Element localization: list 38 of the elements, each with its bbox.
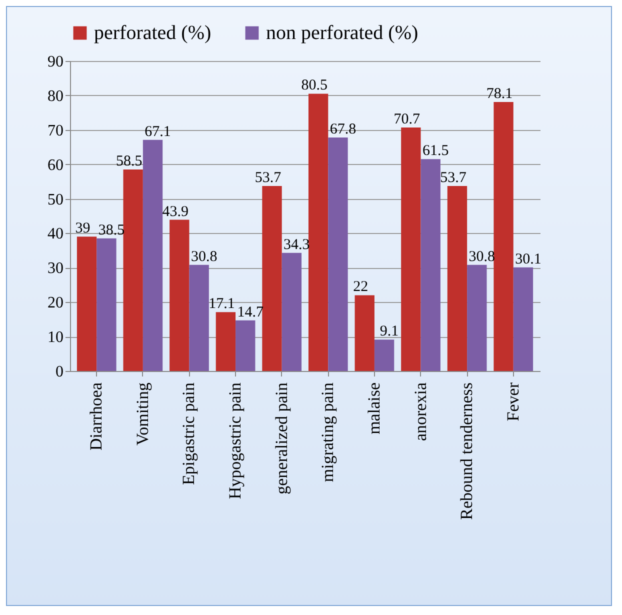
data-label: 53.7 — [254, 170, 282, 186]
data-label: 80.5 — [301, 78, 328, 94]
data-label: 53.7 — [440, 170, 467, 186]
y-tick-label: 80 — [48, 88, 64, 105]
legend-label: perforated (%) — [94, 22, 212, 44]
y-tick-label: 40 — [48, 226, 64, 243]
y-tick-label: 20 — [48, 294, 64, 312]
x-tick-label: Epigastric pain — [179, 382, 198, 485]
data-label: 22 — [353, 279, 368, 296]
y-tick-label: 30 — [48, 260, 64, 278]
data-label: 67.1 — [144, 124, 171, 140]
x-tick-label: generalized pain — [272, 382, 291, 494]
x-tick-label: anorexia — [410, 382, 430, 442]
data-label: 43.9 — [162, 204, 189, 220]
data-label: 70.7 — [394, 111, 421, 128]
data-label: 78.1 — [486, 86, 513, 102]
x-tick-label: migrating pain — [318, 382, 338, 482]
legend-label: non perforated (%) — [266, 22, 418, 44]
data-label: 30.1 — [515, 251, 542, 268]
x-tick-label: Vomiting — [132, 382, 152, 446]
data-label: 39 — [75, 220, 90, 237]
x-tick-label: Fever — [503, 382, 522, 422]
y-tick-label: 0 — [56, 364, 64, 380]
x-tick-label: Hypogastric pain — [226, 382, 245, 500]
y-tick-label: 60 — [48, 156, 64, 174]
y-tick-label: 10 — [48, 329, 64, 346]
data-label: 17.1 — [208, 296, 235, 312]
data-label: 30.8 — [190, 248, 218, 265]
data-label: 9.1 — [380, 324, 399, 340]
y-tick-label: 50 — [48, 191, 64, 208]
data-label: 61.5 — [422, 143, 449, 160]
x-tick-label: Diarrhoea — [86, 382, 106, 450]
data-label: 67.8 — [330, 121, 356, 138]
x-tick-label: malaise — [364, 382, 384, 434]
y-tick-label: 70 — [48, 122, 64, 140]
data-label: 58.5 — [116, 154, 142, 170]
y-tick-label: 90 — [48, 54, 64, 70]
x-tick-label: Rebound tenderness — [457, 382, 476, 520]
